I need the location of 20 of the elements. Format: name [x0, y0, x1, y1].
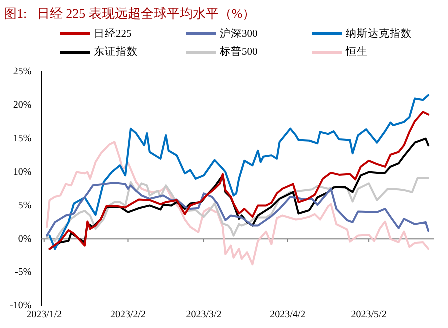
legend-label: 纳斯达克指数 — [346, 27, 412, 41]
legend-label: 恒生 — [346, 45, 368, 60]
y-tick-label: 20% — [13, 100, 32, 112]
legend-label: 东证指数 — [94, 45, 138, 60]
y-tick-label: 25% — [13, 66, 32, 78]
y-tick-label: 10% — [13, 166, 32, 178]
y-tick-label: -10% — [10, 300, 32, 312]
x-tick-label: 2023/4/2 — [270, 310, 306, 321]
chart-title: 图1: 日经 225 表现远超全球平均水平（%） — [3, 5, 257, 21]
y-tick-label: 0% — [18, 234, 32, 245]
y-tick-label: -5% — [14, 267, 32, 278]
legend-label: 沪深300 — [220, 27, 258, 41]
y-tick-label: 15% — [13, 133, 32, 144]
y-tick-label: 5% — [18, 200, 32, 212]
x-tick-label: 2023/2/2 — [110, 310, 146, 321]
x-tick-label: 2023/5/2 — [351, 310, 387, 321]
x-tick-label: 2023/1/2 — [26, 310, 62, 321]
legend-label: 标普500 — [220, 45, 258, 60]
legend-label: 日经225 — [94, 28, 132, 41]
x-tick-label: 2023/3/2 — [186, 310, 222, 321]
